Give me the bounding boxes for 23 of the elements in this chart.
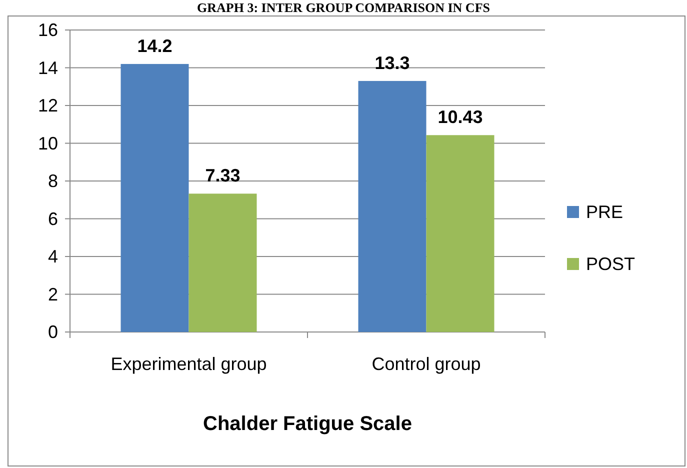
bar xyxy=(426,135,494,332)
data-label: 7.33 xyxy=(205,166,240,186)
bar xyxy=(120,64,189,332)
y-tick-label: 14 xyxy=(38,58,58,78)
y-tick-label: 2 xyxy=(48,284,58,304)
legend-label: POST xyxy=(586,254,636,274)
y-tick-label: 16 xyxy=(38,20,58,40)
y-tick-label: 4 xyxy=(48,246,58,266)
y-tick-label: 10 xyxy=(38,133,58,154)
y-tick-label: 0 xyxy=(48,322,58,342)
chart-title: GRAPH 3: INTER GROUP COMPARISON IN CFS xyxy=(197,0,490,15)
data-label: 14.2 xyxy=(137,36,172,56)
data-label: 10.43 xyxy=(438,107,483,128)
x-axis-title: Chalder Fatigue Scale xyxy=(203,413,412,435)
y-tick-label: 8 xyxy=(48,171,58,191)
data-label: 13.3 xyxy=(374,52,410,73)
x-tick-label: Control group xyxy=(372,354,481,374)
bar xyxy=(188,194,257,332)
bar xyxy=(358,80,426,332)
y-tick-label: 12 xyxy=(38,96,58,116)
y-tick-label: 6 xyxy=(48,208,58,229)
x-tick-label: Experimental group xyxy=(110,354,267,374)
legend-label: PRE xyxy=(586,202,624,222)
